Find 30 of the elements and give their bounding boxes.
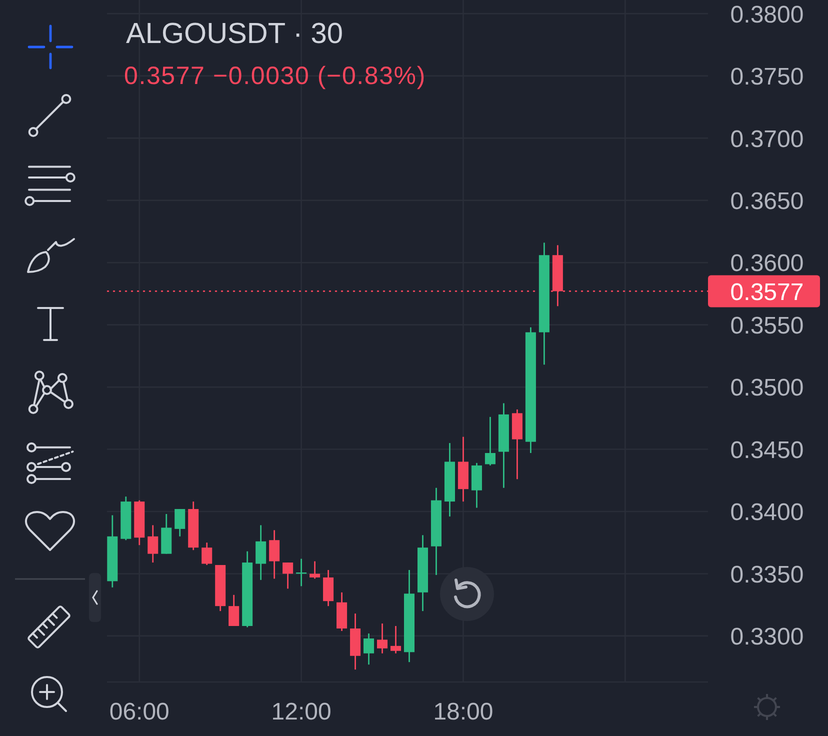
- candlestick: [364, 632, 374, 666]
- text: 0.3577 −0.0030 (−0.83%): [124, 62, 426, 90]
- y-tick-label: 0.3400: [730, 499, 804, 526]
- candlestick: [390, 625, 402, 654]
- x-tick-label: 06:00: [109, 698, 170, 726]
- candlestick: [228, 594, 240, 627]
- candlestick: [310, 560, 320, 580]
- candlestick: [256, 524, 266, 581]
- x-tick-label: 18:00: [433, 698, 494, 726]
- ref-line-label: 0.3577: [730, 278, 804, 306]
- candlestick: [202, 542, 212, 566]
- y-tick-label: 0.3700: [730, 126, 804, 153]
- y-tick-label: 0.3750: [730, 64, 804, 91]
- y-tick-label: 0.3550: [730, 312, 804, 340]
- candlestick: [174, 508, 186, 538]
- candlestick: [148, 524, 158, 564]
- y-tick-label: 0.3300: [730, 624, 804, 651]
- y-tick-label: 0.3800: [730, 1, 804, 28]
- candlestick: [484, 416, 496, 466]
- x-tick-label: 12:00: [271, 698, 332, 726]
- y-tick-label: 0.3500: [730, 374, 804, 402]
- candlestick: [269, 529, 280, 580]
- y-tick-label: 0.3600: [730, 250, 804, 278]
- candlestick: [377, 622, 388, 654]
- candlestick: [323, 569, 334, 607]
- y-tick-label: 0.3350: [730, 561, 804, 588]
- candlestick: [282, 562, 294, 590]
- text: ALGOUSDT · 30: [126, 18, 344, 50]
- y-tick-label: 0.3650: [730, 188, 804, 216]
- y-tick-label: 0.3450: [730, 436, 804, 464]
